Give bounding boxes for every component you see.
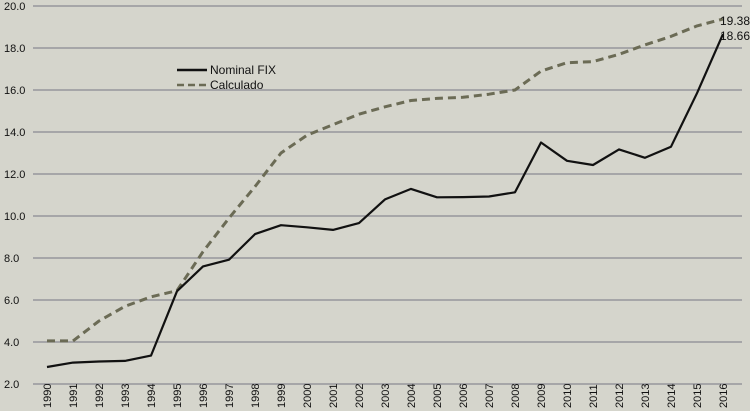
x-tick-label: 2003: [380, 384, 392, 408]
x-tick-label: 2013: [640, 384, 652, 408]
x-tick-label: 2010: [562, 384, 574, 408]
y-tick-label: 8.0: [4, 253, 19, 265]
x-tick-label: 2007: [484, 384, 496, 408]
x-tick-label: 1999: [276, 384, 288, 408]
y-tick-label: 16.0: [4, 85, 25, 97]
x-tick-label: 1995: [172, 384, 184, 408]
y-tick-label: 20.0: [4, 1, 25, 13]
series-line-nominal-fix: [46, 33, 725, 369]
x-tick-label: 2014: [666, 384, 678, 408]
x-tick-label: 2011: [588, 384, 600, 408]
y-axis: 2.0 4.0 6.0 8.0 10.0 12.0 14.0 16.0 18.0 20.0: [4, 1, 25, 391]
y-tick-label: 10.0: [4, 211, 25, 223]
x-tick-label: 2009: [536, 384, 548, 408]
x-tick-label: 2004: [406, 384, 418, 408]
x-tick-label: 2016: [718, 384, 730, 408]
series-line-calculado: [47, 17, 724, 343]
y-tick-label: 4.0: [4, 337, 19, 349]
x-tick-label: 1993: [120, 384, 132, 408]
y-tick-label: 2.0: [4, 379, 19, 391]
legend-label-calculado: Calculado: [210, 78, 264, 92]
gridlines: [33, 5, 742, 385]
y-tick-label: 6.0: [4, 295, 19, 307]
x-tick-label: 1990: [42, 384, 54, 408]
x-tick-label: 2001: [328, 384, 340, 408]
y-tick-label: 14.0: [4, 127, 25, 139]
x-tick-label: 1996: [198, 384, 210, 408]
nominal-fix-end-label: 18.66: [720, 29, 750, 43]
legend: Nominal FIX Calculado: [177, 63, 276, 92]
x-axis: 1990 1991 1992 1993 1994 1995 1996 1997 1998 1999…: [42, 384, 730, 408]
x-tick-label: 2002: [354, 384, 366, 408]
x-tick-label: 1991: [68, 384, 80, 408]
y-tick-label: 18.0: [4, 43, 25, 55]
x-tick-label: 2008: [510, 384, 522, 408]
x-tick-label: 2006: [458, 384, 470, 408]
x-tick-label: 1998: [250, 384, 262, 408]
x-tick-label: 2005: [432, 384, 444, 408]
series-lines: [46, 17, 725, 369]
calculado-end-label: 19.38: [720, 14, 750, 28]
x-tick-label: 2012: [614, 384, 626, 408]
x-tick-label: 1992: [94, 384, 106, 408]
x-tick-label: 1997: [224, 384, 236, 408]
legend-label-nominal-fix: Nominal FIX: [210, 63, 276, 77]
y-tick-label: 12.0: [4, 169, 25, 181]
x-tick-label: 1994: [146, 384, 158, 408]
x-tick-label: 2000: [302, 384, 314, 408]
x-tick-label: 2015: [692, 384, 704, 408]
